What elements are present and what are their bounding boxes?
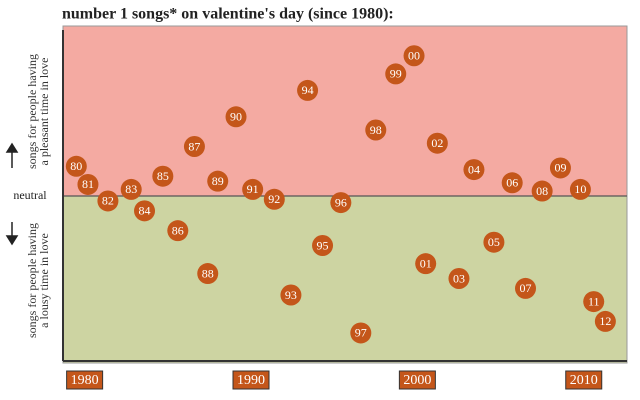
- side-label: songs for people having: [25, 54, 39, 169]
- point-label: 89: [212, 174, 224, 188]
- point-label: 98: [370, 123, 382, 137]
- point-label: 90: [230, 110, 242, 124]
- point: [365, 119, 387, 141]
- point-label: 01: [420, 256, 432, 270]
- point: [350, 322, 372, 344]
- point: [312, 235, 334, 256]
- point-label: 10: [574, 182, 586, 196]
- point: [549, 157, 571, 179]
- upper-region: [62, 25, 628, 197]
- point-label: 88: [202, 266, 214, 280]
- point: [483, 231, 505, 253]
- x-tick-box: [232, 370, 270, 390]
- point-label: 94: [302, 83, 314, 97]
- x-tick-box: [66, 370, 104, 390]
- point: [263, 188, 285, 210]
- down-arrow-head: [5, 235, 19, 246]
- lower-region: [62, 195, 628, 364]
- point-label: 00: [408, 49, 420, 63]
- point-label: 82: [102, 194, 114, 208]
- point: [183, 136, 205, 157]
- x-tick-label: 1990: [237, 373, 265, 388]
- point-label: 11: [588, 294, 600, 308]
- point-label: 05: [488, 235, 500, 249]
- point: [97, 190, 119, 212]
- side-label: a lousy time in love: [37, 233, 51, 328]
- point: [120, 178, 142, 200]
- point: [403, 45, 425, 67]
- point-label: 83: [125, 182, 137, 196]
- point-label: 08: [536, 184, 548, 198]
- point: [501, 172, 523, 194]
- point-label: 99: [390, 67, 402, 81]
- point: [385, 63, 407, 85]
- point: [207, 170, 229, 192]
- point-label: 12: [599, 314, 611, 328]
- point: [583, 291, 605, 313]
- point: [415, 253, 437, 275]
- point: [515, 277, 537, 299]
- point: [330, 192, 352, 214]
- side-label: a pleasant time in love: [37, 58, 51, 166]
- point: [152, 165, 174, 187]
- point-label: 87: [188, 139, 200, 153]
- point-label: 03: [453, 271, 465, 285]
- point-label: 07: [520, 281, 532, 295]
- point-label: 09: [554, 161, 566, 175]
- x-tick-box: [565, 370, 603, 390]
- up-arrow-head: [5, 142, 19, 153]
- point-label: 02: [431, 136, 443, 150]
- point-label: 92: [268, 192, 280, 206]
- point: [297, 79, 319, 101]
- point: [167, 220, 189, 242]
- x-tick-label: 2010: [570, 373, 598, 388]
- point: [225, 106, 247, 128]
- point-label: 06: [506, 176, 518, 190]
- point: [448, 268, 470, 289]
- point-label: 96: [335, 195, 347, 209]
- point-label: 95: [317, 238, 329, 252]
- point: [569, 178, 591, 200]
- point-label: 84: [139, 204, 151, 218]
- x-tick-box: [398, 370, 436, 390]
- point-label: 91: [247, 182, 259, 196]
- y-tick-label: neutral: [13, 188, 47, 202]
- x-tick-label: 1980: [71, 373, 99, 388]
- point-label: 04: [468, 162, 480, 176]
- point-label: 85: [157, 169, 169, 183]
- point: [65, 155, 87, 177]
- arrows: [5, 142, 19, 246]
- point-label: 93: [285, 288, 297, 302]
- point-label: 80: [70, 159, 82, 173]
- point-label: 86: [172, 223, 184, 237]
- point: [242, 178, 264, 200]
- point: [77, 173, 99, 195]
- point: [134, 200, 156, 222]
- point-label: 81: [82, 177, 94, 191]
- x-tick-label: 2000: [403, 373, 431, 388]
- side-label: songs for people having: [25, 223, 39, 338]
- chart-title: number 1 songs* on valentine's day (sinc…: [62, 6, 394, 23]
- point: [463, 159, 485, 181]
- point: [197, 263, 219, 285]
- point: [594, 310, 616, 332]
- point: [280, 284, 302, 306]
- point-label: 97: [355, 326, 367, 340]
- point: [426, 132, 448, 154]
- point: [531, 180, 553, 202]
